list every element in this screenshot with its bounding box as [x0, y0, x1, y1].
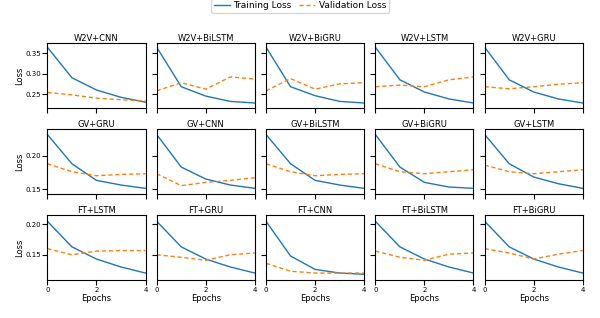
Y-axis label: Loss: Loss	[15, 153, 24, 171]
Title: W2V+BiGRU: W2V+BiGRU	[289, 34, 341, 43]
Title: W2V+CNN: W2V+CNN	[74, 34, 119, 43]
Title: FT+CNN: FT+CNN	[298, 206, 333, 215]
X-axis label: Epochs: Epochs	[82, 294, 112, 303]
Title: GV+BiLSTM: GV+BiLSTM	[290, 120, 340, 129]
X-axis label: Epochs: Epochs	[300, 294, 330, 303]
Title: W2V+LSTM: W2V+LSTM	[400, 34, 449, 43]
Title: GV+BiGRU: GV+BiGRU	[401, 120, 448, 129]
X-axis label: Epochs: Epochs	[518, 294, 549, 303]
Y-axis label: Loss: Loss	[15, 238, 24, 257]
Title: FT+LSTM: FT+LSTM	[77, 206, 116, 215]
X-axis label: Epochs: Epochs	[409, 294, 439, 303]
Title: GV+GRU: GV+GRU	[77, 120, 115, 129]
X-axis label: Epochs: Epochs	[191, 294, 221, 303]
Title: GV+LSTM: GV+LSTM	[513, 120, 554, 129]
Title: W2V+BiLSTM: W2V+BiLSTM	[178, 34, 234, 43]
Legend: Training Loss, Validation Loss: Training Loss, Validation Loss	[211, 0, 389, 13]
Title: FT+GRU: FT+GRU	[188, 206, 223, 215]
Title: W2V+GRU: W2V+GRU	[511, 34, 556, 43]
Title: FT+BiGRU: FT+BiGRU	[512, 206, 556, 215]
Title: FT+BiLSTM: FT+BiLSTM	[401, 206, 448, 215]
Y-axis label: Loss: Loss	[15, 66, 24, 85]
Title: GV+CNN: GV+CNN	[187, 120, 224, 129]
